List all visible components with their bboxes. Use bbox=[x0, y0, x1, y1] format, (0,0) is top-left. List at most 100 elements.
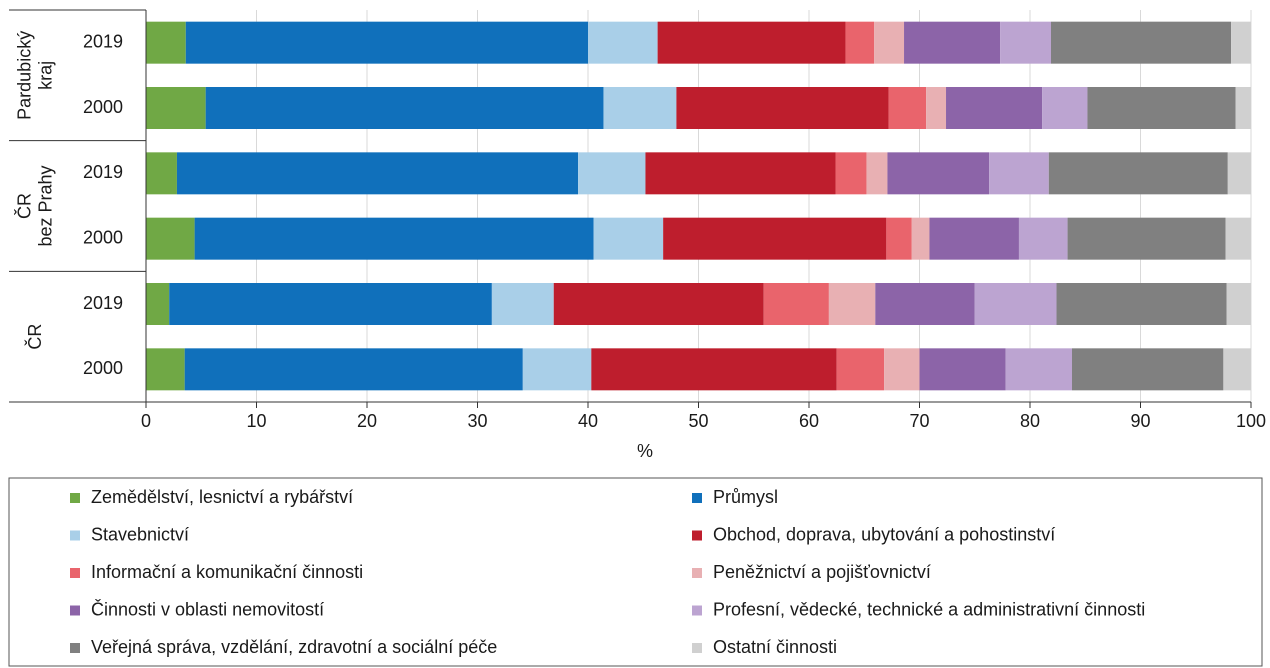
x-tick-label: 50 bbox=[688, 411, 708, 431]
bar-segment bbox=[1056, 283, 1227, 325]
bar-segment bbox=[874, 21, 905, 64]
x-tick-label: 80 bbox=[1020, 411, 1040, 431]
x-tick-label: 90 bbox=[1130, 411, 1150, 431]
bar-segment bbox=[1226, 283, 1251, 325]
x-tick-label: 70 bbox=[909, 411, 929, 431]
legend-box bbox=[8, 477, 1263, 667]
x-tick-label: 60 bbox=[799, 411, 819, 431]
bar-segment bbox=[828, 283, 876, 325]
bar-segment bbox=[875, 283, 975, 325]
bar-segment bbox=[887, 152, 990, 195]
bar-segment bbox=[1000, 21, 1051, 64]
bar-segment bbox=[1235, 87, 1251, 129]
bar-segment bbox=[946, 87, 1043, 129]
legend-swatch bbox=[692, 643, 702, 653]
bar-segment bbox=[1231, 21, 1251, 64]
legend-swatch bbox=[70, 530, 80, 541]
bar-segment bbox=[553, 283, 764, 325]
bar-segment bbox=[146, 21, 186, 64]
bar-segment bbox=[146, 87, 206, 129]
legend-swatch bbox=[70, 643, 80, 653]
legend-label: Činnosti v oblasti nemovitostí bbox=[91, 598, 324, 619]
bar-segment bbox=[522, 348, 592, 391]
bar-segment bbox=[989, 152, 1049, 195]
x-tick-label: 20 bbox=[357, 411, 377, 431]
bar-segment bbox=[1042, 87, 1088, 129]
bar-segment bbox=[1223, 348, 1251, 391]
bar-segment bbox=[866, 152, 888, 195]
bar-segment bbox=[929, 217, 1019, 260]
bar-segment bbox=[1087, 87, 1236, 129]
group-label: ČR bbox=[13, 193, 34, 219]
legend-swatch bbox=[70, 493, 80, 503]
bar-segment bbox=[146, 348, 185, 391]
bar-segment bbox=[591, 348, 837, 391]
bar-segment bbox=[657, 21, 846, 64]
legend-swatch bbox=[692, 605, 702, 616]
legend-swatch bbox=[70, 605, 80, 616]
bar-segment bbox=[919, 348, 1006, 391]
bar-segment bbox=[886, 217, 912, 260]
x-tick-label: 0 bbox=[141, 411, 151, 431]
legend-label: Informační a komunikační činnosti bbox=[91, 562, 363, 582]
legend-swatch bbox=[70, 568, 80, 578]
bar-segment bbox=[185, 21, 588, 64]
y-tick-label: 2000 bbox=[83, 358, 123, 378]
x-tick-label: 30 bbox=[467, 411, 487, 431]
bar-segment bbox=[1048, 152, 1228, 195]
bar-segment bbox=[663, 217, 887, 260]
legend-label: Obchod, doprava, ubytování a pohostinstv… bbox=[713, 524, 1055, 544]
bar-segment bbox=[884, 348, 920, 391]
bar-segment bbox=[835, 152, 867, 195]
bar-segment bbox=[888, 87, 927, 129]
x-tick-label: 100 bbox=[1236, 411, 1266, 431]
bar-segment bbox=[146, 283, 170, 325]
bar-segment bbox=[926, 87, 947, 129]
bar-segment bbox=[146, 152, 177, 195]
bar-segment bbox=[194, 217, 594, 260]
group-label: ČR bbox=[24, 324, 45, 350]
bar-segment bbox=[169, 283, 492, 325]
bar-segment bbox=[146, 217, 195, 260]
bar-segment bbox=[578, 152, 646, 195]
legend-label: Veřejná správa, vzdělání, zdravotní a so… bbox=[91, 637, 497, 657]
y-tick-label: 2000 bbox=[83, 227, 123, 247]
legend-swatch bbox=[692, 493, 702, 503]
bar-segment bbox=[1050, 21, 1232, 64]
legend-label: Zemědělství, lesnictví a rybářství bbox=[91, 487, 353, 507]
bar-segment bbox=[1225, 217, 1251, 260]
y-tick-label: 2019 bbox=[83, 293, 123, 313]
legend-label: Ostatní činnosti bbox=[713, 637, 837, 657]
y-tick-label: 2019 bbox=[83, 162, 123, 182]
bar-segment bbox=[763, 283, 829, 325]
legend-swatch bbox=[692, 530, 702, 541]
bar-segment bbox=[491, 283, 554, 325]
bar-segment bbox=[645, 152, 836, 195]
bar-segment bbox=[1067, 217, 1226, 260]
y-tick-label: 2019 bbox=[83, 31, 123, 51]
bar-segment bbox=[676, 87, 889, 129]
bar-segment bbox=[588, 21, 658, 64]
legend-label: Peněžnictví a pojišťovnictví bbox=[713, 562, 931, 582]
group-label: Pardubický bbox=[14, 31, 34, 120]
bar-segment bbox=[974, 283, 1057, 325]
legend-label: Průmysl bbox=[713, 487, 778, 507]
group-label: bez Prahy bbox=[35, 165, 55, 246]
bar-segment bbox=[845, 21, 875, 64]
bar-segment bbox=[603, 87, 677, 129]
bar-segment bbox=[911, 217, 930, 260]
bar-segment bbox=[1005, 348, 1072, 391]
group-label: kraj bbox=[35, 61, 55, 90]
y-tick-label: 2000 bbox=[83, 97, 123, 117]
bar-segment bbox=[1018, 217, 1068, 260]
x-axis-label: % bbox=[637, 441, 653, 461]
x-tick-label: 40 bbox=[578, 411, 598, 431]
bar-segment bbox=[593, 217, 664, 260]
bar-segment bbox=[1071, 348, 1224, 391]
bar-segment bbox=[836, 348, 885, 391]
bar-segment bbox=[1227, 152, 1251, 195]
bar-segment bbox=[904, 21, 1001, 64]
legend-swatch bbox=[692, 568, 702, 578]
bar-segment bbox=[205, 87, 604, 129]
